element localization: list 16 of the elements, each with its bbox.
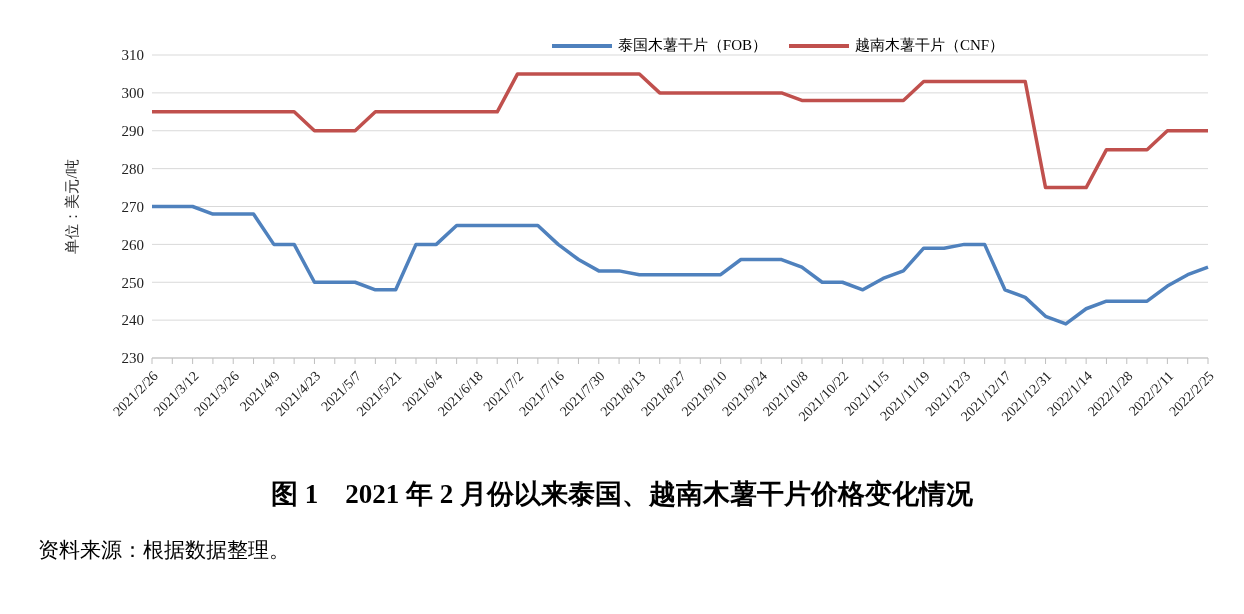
text: 图 1 2021 年 2 月份以来泰国、越南木薯干片价格变化情况 bbox=[270, 478, 974, 511]
line-series bbox=[150, 204, 1210, 326]
y-tick-label: 250 bbox=[121, 274, 144, 291]
legend-label: 泰国木薯干片（FOB） bbox=[617, 36, 767, 55]
y-tick-label: 280 bbox=[121, 160, 144, 177]
y-tick-label: 310 bbox=[121, 47, 144, 64]
y-tick-label: 290 bbox=[121, 123, 144, 140]
text: 资料来源：根据数据整理。 bbox=[38, 537, 291, 564]
line-series bbox=[150, 72, 1210, 190]
legend-label: 越南木薯干片（CNF） bbox=[855, 36, 1005, 55]
y-tick-label: 300 bbox=[121, 85, 144, 102]
y-tick-label: 270 bbox=[121, 198, 144, 215]
y-tick-label: 240 bbox=[121, 312, 144, 329]
y-axis-title: 单位：美元/吨 bbox=[64, 159, 81, 254]
y-tick-label: 230 bbox=[121, 350, 144, 367]
y-tick-label: 260 bbox=[121, 236, 144, 253]
